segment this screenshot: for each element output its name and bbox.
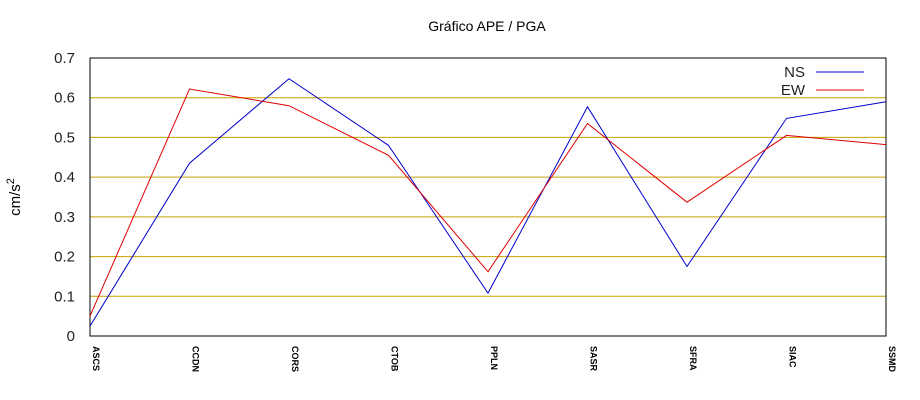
series-line-ns (89, 78, 887, 327)
y-axis-label-unit: cm/s (7, 184, 24, 216)
y-tick-label: 0.4 (54, 169, 75, 186)
x-tick-label: SFRA (688, 346, 698, 371)
legend-label-ns: NS (784, 64, 805, 81)
x-tick-label: SIAC (788, 346, 798, 368)
x-tick-label: SSMD (887, 346, 897, 373)
series-line-ew (89, 88, 887, 317)
y-tick-label: 0.3 (54, 209, 75, 226)
y-axis-ticks: 0 0.1 0.2 0.3 0.4 0.5 0.6 0.7 (54, 50, 75, 345)
y-tick-label: 0.5 (54, 129, 75, 146)
y-axis-label: cm/s2 (5, 178, 24, 216)
x-tick-label: CORS (290, 346, 300, 372)
legend-label-ew: EW (781, 82, 806, 99)
gridlines (90, 97, 886, 297)
y-tick-label: 0.6 (54, 90, 75, 107)
series-lines (89, 78, 887, 327)
x-tick-label: ASCS (91, 346, 101, 371)
y-tick-label: 0.2 (54, 249, 75, 266)
y-tick-label: 0.7 (54, 50, 75, 67)
x-axis-ticks: ASCS CCDN CORS CTOB PPLN SASR SFRA SIAC SSMD (91, 346, 897, 373)
y-tick-label: 0.1 (54, 288, 75, 305)
x-tick-label: CTOB (390, 346, 400, 372)
chart-title: Gráfico APE / PGA (428, 18, 546, 34)
x-tick-label: PPLN (489, 346, 499, 370)
plot-area-frame (89, 57, 887, 337)
x-tick-label: SASR (589, 346, 599, 372)
y-tick-label: 0 (67, 328, 75, 345)
x-tick-label: CCDN (191, 346, 201, 372)
y-axis-label-exponent: 2 (5, 178, 17, 184)
